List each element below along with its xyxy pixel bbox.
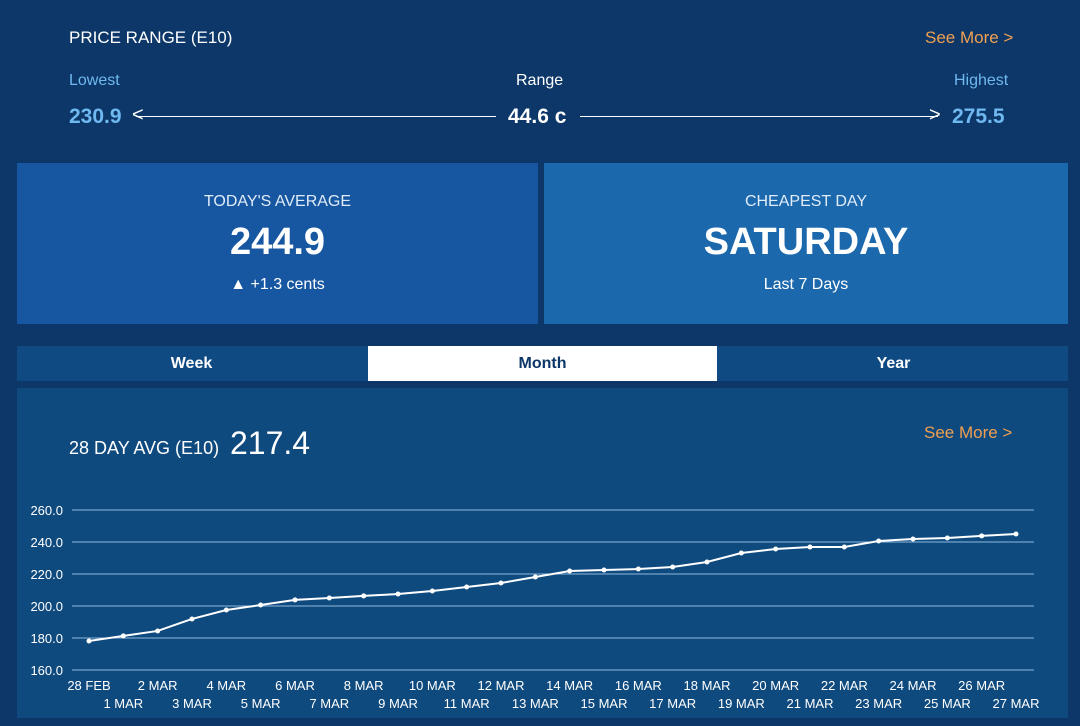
data-point[interactable] (155, 628, 161, 634)
y-tick-label: 180.0 (30, 631, 63, 646)
series-line (88, 533, 1017, 643)
todays-average-value: 244.9 (229, 221, 326, 263)
y-tick-label: 240.0 (30, 535, 63, 550)
x-tick-label: 28 FEB (67, 678, 110, 693)
data-point[interactable] (773, 546, 779, 552)
data-point[interactable] (326, 595, 332, 601)
arrow-left-icon: < (132, 104, 144, 126)
x-tick-label: 9 MAR (378, 696, 418, 711)
lowest-value: 230.9 (69, 105, 122, 128)
x-tick-label: 26 MAR (958, 678, 1005, 693)
x-tick-label: 7 MAR (309, 696, 349, 711)
data-point[interactable] (944, 535, 950, 541)
data-point[interactable] (876, 538, 882, 544)
avg-value: 217.4 (230, 425, 311, 461)
data-point[interactable] (429, 588, 435, 594)
y-tick-label: 220.0 (30, 567, 63, 582)
data-point[interactable] (86, 638, 92, 644)
x-tick-label: 22 MAR (821, 678, 868, 693)
x-tick-label: 12 MAR (478, 678, 525, 693)
y-tick-label: 200.0 (30, 599, 63, 614)
data-point[interactable] (498, 580, 504, 586)
data-point[interactable] (120, 633, 126, 639)
data-point[interactable] (189, 616, 195, 622)
x-tick-label: 18 MAR (684, 678, 731, 693)
data-point[interactable] (395, 591, 401, 597)
x-tick-label: 13 MAR (512, 696, 559, 711)
data-point[interactable] (670, 564, 676, 570)
x-tick-label: 11 MAR (444, 696, 490, 711)
x-tick-label: 20 MAR (752, 678, 799, 693)
range-line-left (136, 116, 496, 117)
data-point[interactable] (361, 593, 367, 599)
highest-label: Highest (954, 72, 1009, 89)
todays-average-change: +1.3 cents (250, 276, 325, 293)
x-tick-label: 1 MAR (103, 696, 143, 711)
tab-year[interactable]: Year (876, 355, 911, 372)
data-point[interactable] (738, 550, 744, 556)
x-tick-label: 10 MAR (409, 678, 456, 693)
data-point[interactable] (807, 544, 813, 550)
x-tick-label: 6 MAR (275, 678, 315, 693)
todays-average-card: TODAY'S AVERAGE 244.9 ▲ +1.3 cents (17, 163, 538, 324)
x-tick-label: 16 MAR (615, 678, 662, 693)
x-tick-label: 4 MAR (206, 678, 246, 693)
cheapest-day-value: SATURDAY (703, 221, 909, 263)
cheapest-day-label: CHEAPEST DAY (744, 193, 868, 210)
todays-average-label: TODAY'S AVERAGE (203, 193, 352, 210)
data-point[interactable] (464, 584, 470, 590)
lowest-label: Lowest (69, 72, 120, 89)
price-range-see-more-link[interactable]: See More > (925, 28, 1014, 47)
arrow-right-icon: > (929, 104, 941, 126)
chart-see-more-link[interactable]: See More > (924, 423, 1013, 442)
tab-week[interactable]: Week (170, 355, 213, 372)
x-tick-label: 25 MAR (924, 696, 971, 711)
data-point[interactable] (292, 597, 298, 603)
avg-label: 28 DAY AVG (E10) (69, 438, 220, 458)
data-point[interactable] (979, 533, 985, 539)
data-point[interactable] (841, 544, 847, 550)
data-point[interactable] (910, 536, 916, 542)
range-line-right (580, 116, 938, 117)
range-value: 44.6 c (508, 105, 567, 128)
cheapest-day-card: CHEAPEST DAY SATURDAY Last 7 Days (544, 163, 1068, 324)
triangle-up-icon: ▲ (230, 276, 247, 293)
data-point[interactable] (258, 602, 264, 608)
highest-value: 275.5 (952, 105, 1005, 128)
cheapest-day-sub: Last 7 Days (763, 276, 849, 293)
data-point[interactable] (601, 567, 607, 573)
period-tabs: Week Month Year (17, 346, 1068, 381)
x-tick-label: 3 MAR (172, 696, 212, 711)
data-point[interactable] (532, 574, 538, 580)
x-tick-label: 24 MAR (890, 678, 937, 693)
data-point[interactable] (223, 607, 229, 613)
tab-month[interactable]: Month (368, 346, 717, 381)
x-tick-label: 17 MAR (649, 696, 696, 711)
x-tick-label: 27 MAR (993, 696, 1040, 711)
data-point[interactable] (635, 566, 641, 572)
data-point[interactable] (704, 559, 710, 565)
range-label: Range (516, 72, 564, 89)
x-tick-label: 14 MAR (546, 678, 593, 693)
x-tick-label: 8 MAR (344, 678, 384, 693)
x-tick-label: 23 MAR (855, 696, 902, 711)
data-point[interactable] (567, 568, 573, 574)
data-point[interactable] (1013, 531, 1019, 537)
y-tick-label: 160.0 (30, 663, 63, 678)
y-tick-label: 260.0 (30, 503, 63, 518)
price-range-title: PRICE RANGE (E10) (69, 28, 233, 47)
x-tick-label: 19 MAR (718, 696, 765, 711)
x-tick-label: 15 MAR (581, 696, 628, 711)
chart-panel (17, 388, 1068, 718)
x-tick-label: 21 MAR (787, 696, 834, 711)
x-tick-label: 2 MAR (138, 678, 178, 693)
x-tick-label: 5 MAR (241, 696, 281, 711)
